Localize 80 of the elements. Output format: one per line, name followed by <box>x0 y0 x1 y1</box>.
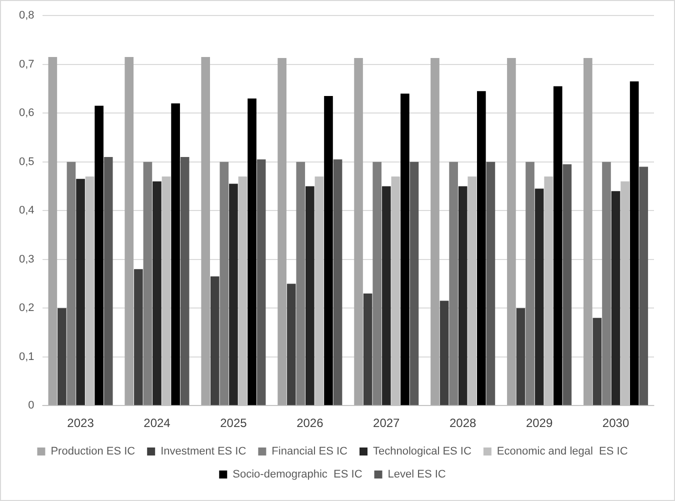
bar <box>486 162 496 406</box>
legend-label: Economic and legal ES IC <box>496 446 628 458</box>
bar <box>104 156 113 406</box>
y-tick-label: 0 <box>28 400 34 412</box>
bar <box>372 162 382 406</box>
bar <box>363 293 372 406</box>
bar <box>410 162 419 406</box>
x-tick-label: 2023 <box>67 416 94 430</box>
bar <box>526 162 534 406</box>
x-tick-label: 2026 <box>296 416 324 430</box>
y-tick-label: 0,3 <box>18 253 34 266</box>
bar <box>220 162 229 406</box>
bar <box>124 57 134 406</box>
bar <box>516 308 526 406</box>
bar <box>171 103 180 406</box>
legend-label: Investment ES IC <box>160 446 246 458</box>
x-tick-label: 2028 <box>449 416 477 430</box>
bar <box>94 106 104 406</box>
bar <box>229 184 238 406</box>
y-tick-label: 0,5 <box>18 156 34 168</box>
y-tick-label: 0,2 <box>18 302 34 314</box>
x-tick-label: 2024 <box>144 416 171 430</box>
bar <box>639 166 648 406</box>
bar <box>48 57 58 406</box>
x-tick-label: 2027 <box>373 416 400 430</box>
bar <box>449 162 458 406</box>
bar <box>507 58 516 406</box>
bar <box>562 164 572 406</box>
bar <box>382 186 391 406</box>
bar <box>162 176 171 406</box>
bar <box>85 176 94 406</box>
legend-label: Level ES IC <box>388 468 446 481</box>
bar <box>238 176 248 406</box>
bar <box>278 58 286 406</box>
y-tick-label: 0,1 <box>18 350 34 363</box>
y-tick-label: 0,4 <box>18 204 34 217</box>
bar <box>324 96 333 406</box>
legend-label: Socio-demographic ES IC <box>232 468 362 481</box>
y-tick-label: 0,6 <box>18 107 34 120</box>
bar <box>611 191 620 406</box>
y-tick-label: 0,8 <box>18 10 34 22</box>
bar <box>286 284 296 406</box>
bar <box>544 176 553 406</box>
legend-label: Technological ES IC <box>372 446 472 458</box>
bar <box>333 159 342 406</box>
bar <box>391 176 400 406</box>
bar <box>400 94 410 406</box>
y-tick-label: 0,7 <box>18 58 34 70</box>
bar <box>534 188 544 406</box>
bar <box>248 98 256 406</box>
x-tick-label: 2029 <box>526 416 553 430</box>
bar <box>477 91 486 406</box>
x-tick-label: 2030 <box>602 416 630 430</box>
bar <box>430 58 440 406</box>
legend-label: Financial ES IC <box>272 446 348 458</box>
bar <box>58 308 66 406</box>
bar <box>584 58 592 406</box>
bar <box>134 269 143 406</box>
bar <box>440 300 449 406</box>
bar <box>201 57 210 406</box>
bar <box>620 181 630 406</box>
bar <box>210 276 220 406</box>
bar <box>66 162 76 406</box>
bar <box>592 318 602 406</box>
legend-label: Production ES IC <box>50 446 136 458</box>
bar <box>458 186 468 406</box>
x-tick-label: 2025 <box>220 416 248 430</box>
bar <box>143 162 152 406</box>
bar <box>306 186 314 406</box>
bar <box>314 176 324 406</box>
bar <box>152 181 162 406</box>
bar <box>76 178 85 406</box>
bar <box>354 58 363 406</box>
bar <box>256 159 266 406</box>
bar <box>468 176 477 406</box>
bar <box>296 162 306 406</box>
bar <box>180 156 190 406</box>
bar <box>553 86 562 406</box>
bar <box>630 81 639 406</box>
bar <box>602 162 611 406</box>
